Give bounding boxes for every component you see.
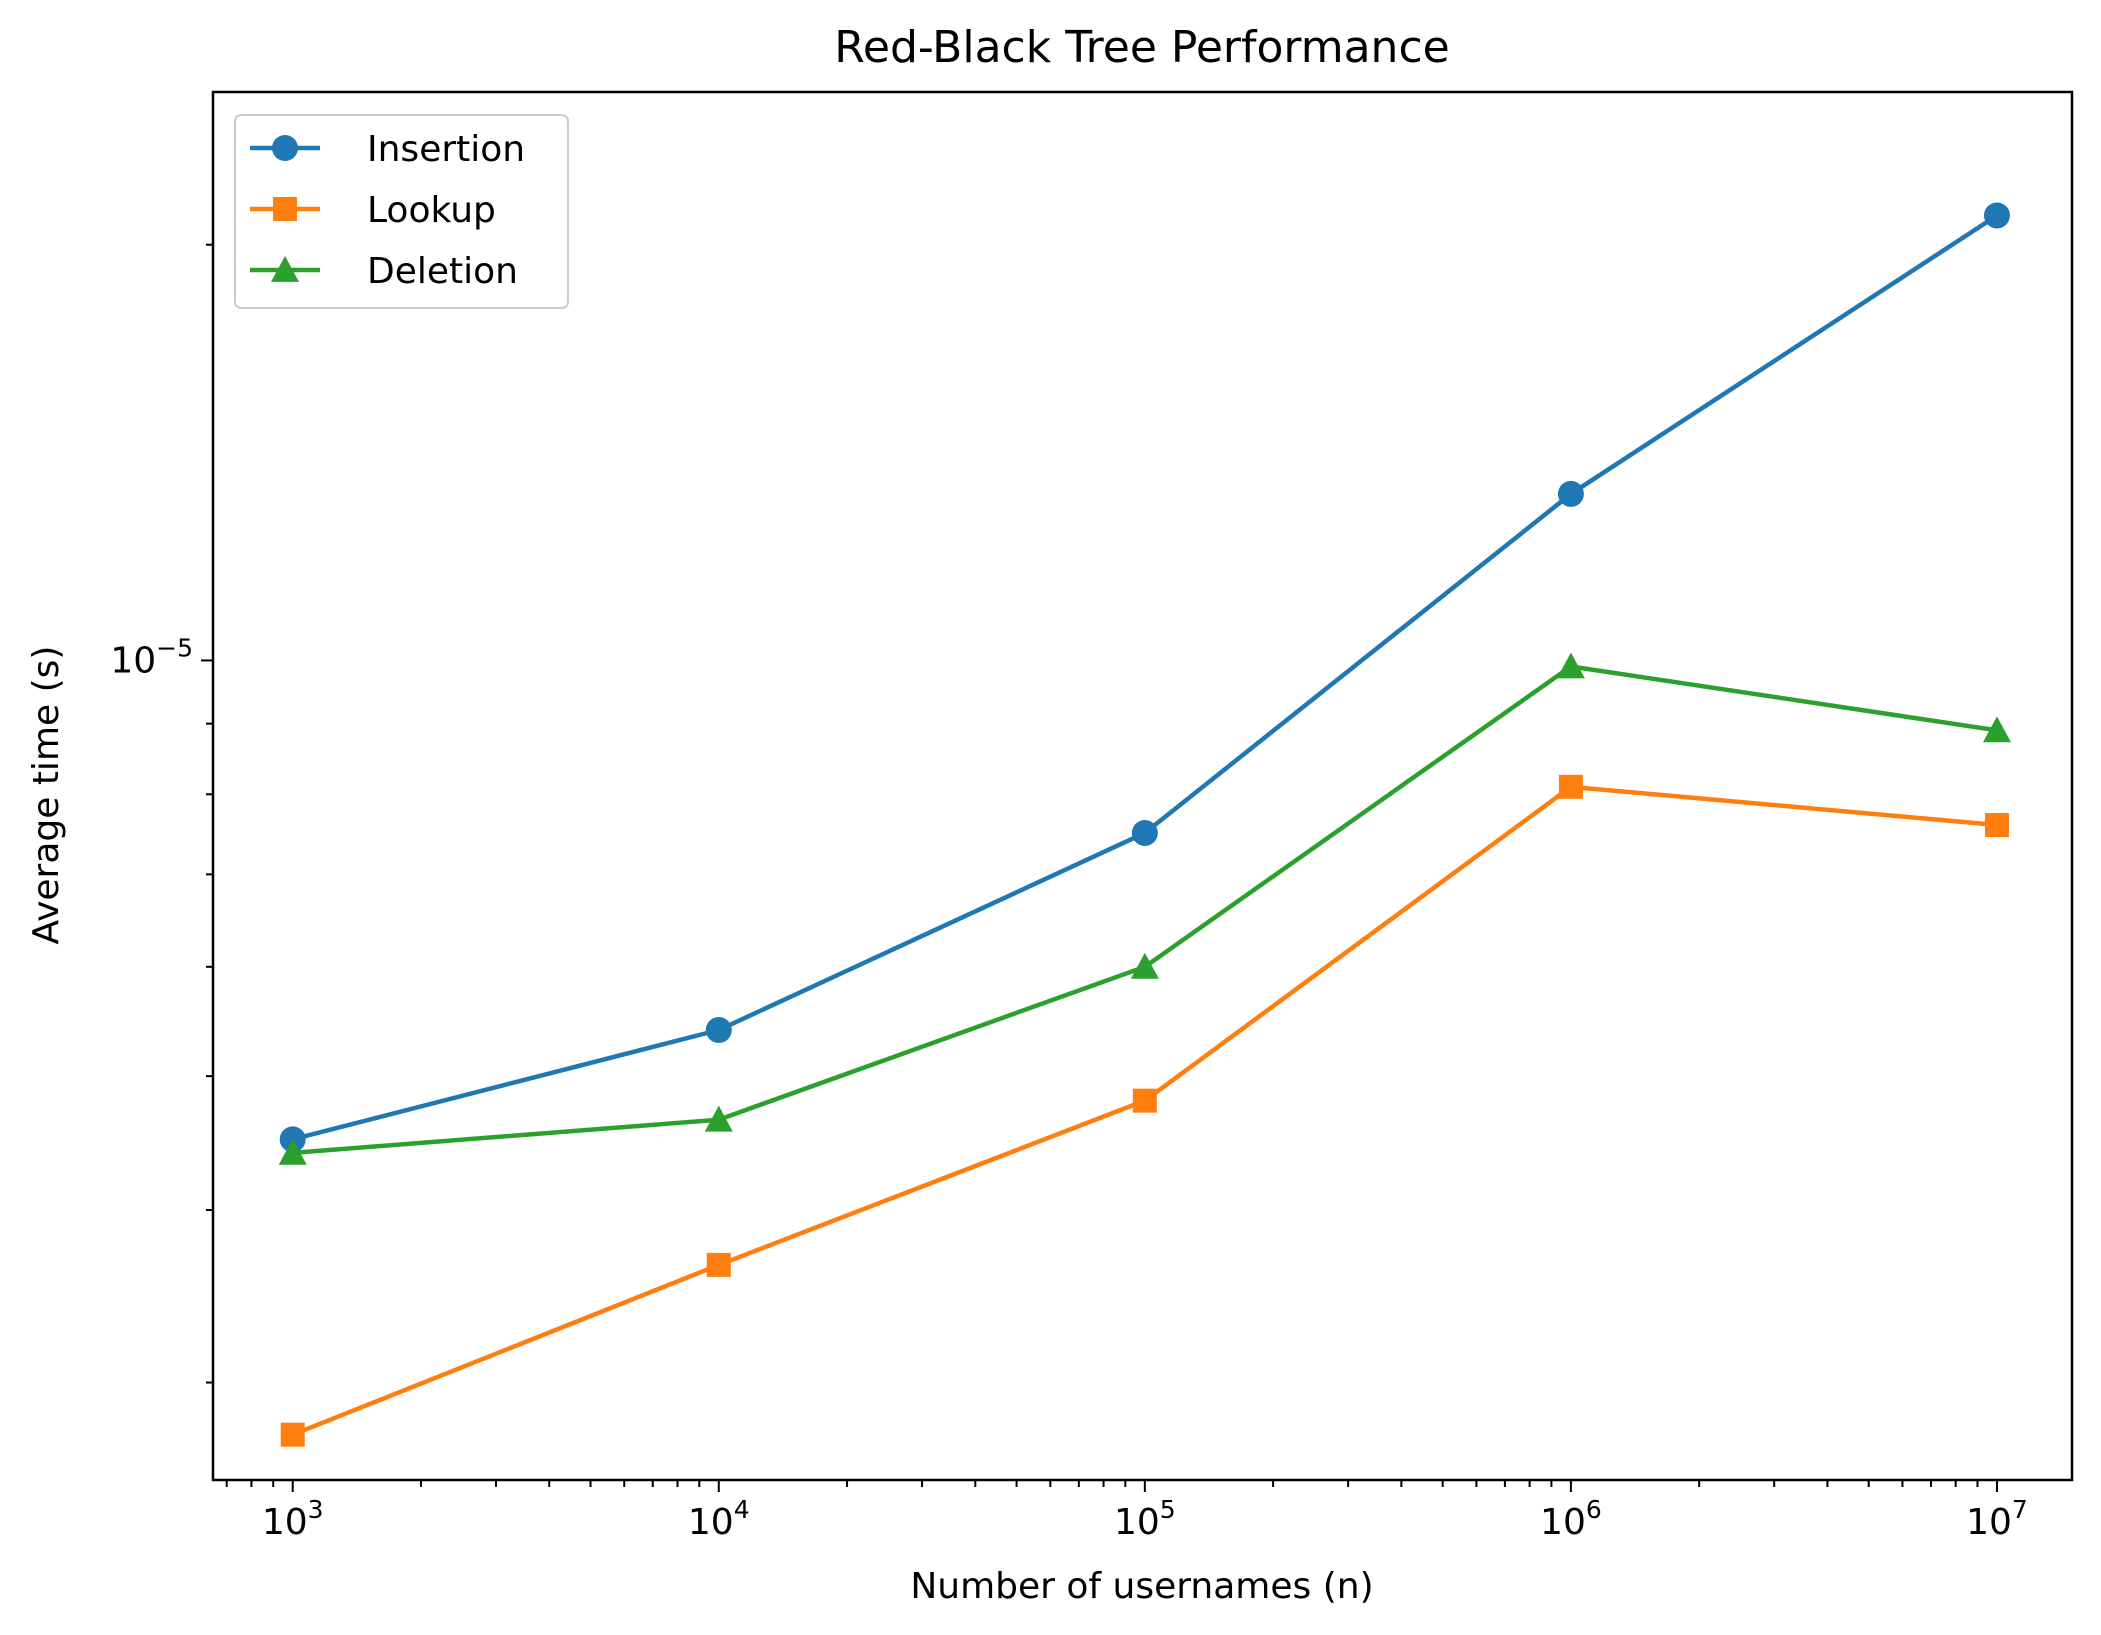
series-insertion bbox=[279, 202, 2010, 1153]
legend-swatch-marker bbox=[272, 135, 298, 161]
y-axis-label: Average time (s) bbox=[26, 646, 67, 945]
axes-frame bbox=[211, 90, 2074, 1482]
legend-item-deletion: Deletion bbox=[250, 251, 518, 292]
deletion-point bbox=[278, 1138, 307, 1165]
legend-swatch-marker bbox=[271, 256, 299, 282]
deletion-point bbox=[704, 1105, 733, 1132]
lookup-point bbox=[280, 1422, 305, 1447]
legend-item-lookup: Lookup bbox=[250, 190, 496, 231]
series-deletion bbox=[278, 652, 2011, 1165]
x-tick-label: 103 bbox=[262, 1495, 324, 1543]
x-tick-label: 107 bbox=[1966, 1495, 2028, 1543]
y-tick-label: 10−5 bbox=[110, 633, 193, 681]
x-tick-label: 106 bbox=[1540, 1495, 1602, 1543]
insertion-point bbox=[1131, 819, 1158, 846]
deletion-point bbox=[1130, 952, 1159, 979]
plot-area: 103 104 105 106 107 10−5 bbox=[110, 90, 2074, 1543]
lookup-point bbox=[1984, 813, 2009, 838]
insertion-point bbox=[705, 1017, 732, 1044]
series-lookup bbox=[280, 774, 2009, 1447]
legend: Insertion Lookup Deletion bbox=[234, 114, 569, 309]
legend-label: Deletion bbox=[367, 251, 518, 292]
x-tick-label: 105 bbox=[1114, 1495, 1176, 1543]
legend-label: Lookup bbox=[367, 190, 496, 231]
legend-box bbox=[234, 114, 569, 309]
legend-swatch-marker bbox=[273, 197, 297, 221]
insertion-point bbox=[1557, 480, 1584, 507]
insertion-point bbox=[1983, 202, 2010, 229]
lookup-point bbox=[706, 1252, 731, 1277]
legend-item-insertion: Insertion bbox=[250, 129, 525, 170]
chart-title: Red-Black Tree Performance bbox=[834, 22, 1449, 73]
x-axis-label: Number of usernames (n) bbox=[910, 1566, 1373, 1607]
lookup-point bbox=[1132, 1088, 1157, 1113]
deletion-point bbox=[1982, 716, 2011, 743]
legend-label: Insertion bbox=[367, 129, 525, 170]
deletion-point bbox=[1556, 652, 1585, 679]
lookup-point bbox=[1558, 774, 1583, 799]
x-tick-label: 104 bbox=[688, 1495, 750, 1543]
